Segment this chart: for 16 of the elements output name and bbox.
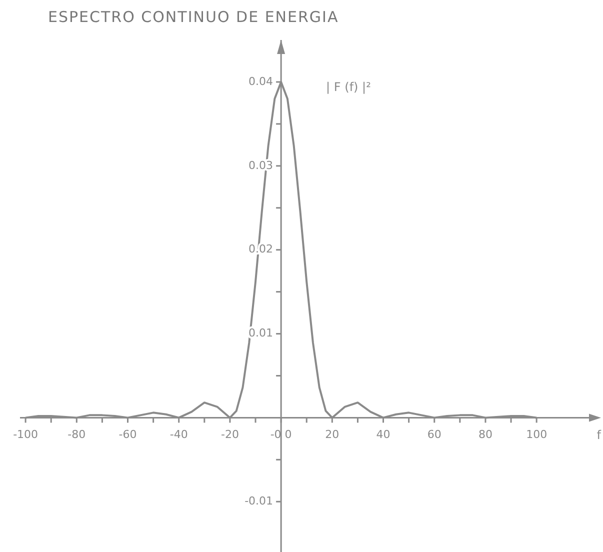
- x-tick-label: 100: [526, 428, 548, 442]
- x-tick-label: -20: [220, 428, 239, 442]
- x-tick-label: 40: [376, 428, 390, 442]
- x-tick-label: -60: [118, 428, 137, 442]
- x-tick-label: -0 0: [270, 428, 292, 442]
- x-axis-title: f: [596, 428, 602, 442]
- x-tick-label: 60: [427, 428, 442, 442]
- x-tick-label: -100: [13, 428, 38, 442]
- chart-title: ESPECTRO CONTINUO DE ENERGIA: [47, 7, 340, 28]
- x-tick-label: -80: [68, 428, 86, 442]
- x-tick-label: 20: [325, 428, 340, 442]
- x-tick-label: -40: [170, 428, 188, 442]
- y-tick-label: 0.04: [248, 74, 274, 88]
- x-tick-label: 80: [478, 428, 492, 442]
- y-axis-title: | F (f) |²: [326, 80, 372, 94]
- y-tick-label: -0.01: [244, 494, 274, 508]
